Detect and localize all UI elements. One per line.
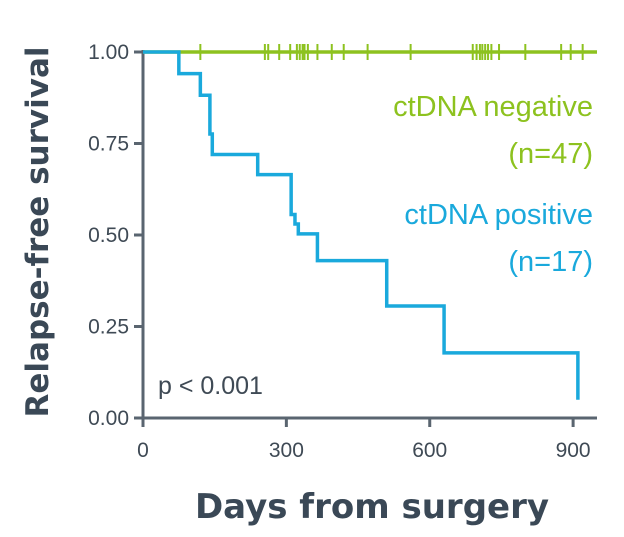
y-tick-label: 1.00 <box>88 41 129 64</box>
y-tick-label: 0.00 <box>88 407 129 430</box>
axes: 0.00 0.25 0.50 0.75 1.00 0 300 600 900 <box>88 41 597 462</box>
legend-negative-label: ctDNA negative <box>393 91 593 123</box>
series-layer <box>143 44 597 400</box>
x-axis-title: Days from surgery <box>195 487 549 527</box>
p-value-annotation: p < 0.001 <box>158 372 263 400</box>
x-tick-label: 300 <box>269 439 304 462</box>
y-tick-label: 0.75 <box>88 133 129 156</box>
legend-positive-n: (n=17) <box>508 246 593 278</box>
y-axis-title: Relapse-free survival <box>20 47 56 418</box>
y-ticks: 0.00 0.25 0.50 0.75 1.00 <box>88 41 143 430</box>
x-tick-label: 0 <box>137 439 149 462</box>
y-tick-label: 0.50 <box>88 224 129 247</box>
legend-positive-label: ctDNA positive <box>404 199 593 231</box>
x-tick-label: 900 <box>556 439 591 462</box>
y-tick-label: 0.25 <box>88 316 129 339</box>
series-line-ctdna-positive <box>143 50 580 400</box>
x-ticks: 0 300 600 900 <box>137 418 591 462</box>
legend-negative-n: (n=47) <box>508 138 593 170</box>
x-tick-label: 600 <box>412 439 447 462</box>
